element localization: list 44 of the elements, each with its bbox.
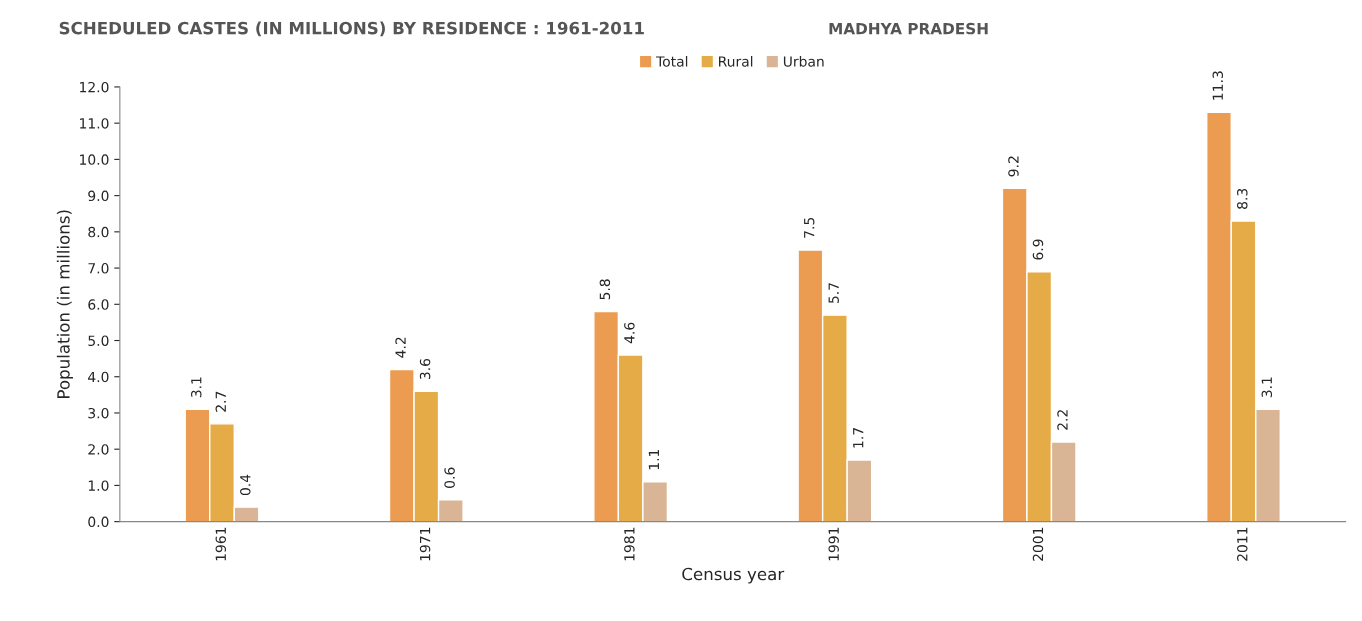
y-tick-label: 6.0 — [88, 299, 109, 310]
x-tick-label: 2001 — [1032, 527, 1044, 561]
y-tick-label: 3.0 — [88, 407, 109, 419]
chart-title: SCHEDULED CASTES (IN MILLIONS) BY RESIDENCE : 1961-2011 — [59, 21, 644, 37]
legend-label: Urban — [783, 55, 824, 67]
legend-label: Rural — [719, 55, 753, 67]
data-label: 4.6 — [624, 322, 635, 344]
x-tick-label: 2011 — [1237, 527, 1248, 561]
x-tick-label: 1961 — [215, 527, 227, 561]
y-axis-title: Population (in millions) — [56, 210, 73, 398]
data-label: 1.1 — [648, 449, 659, 470]
data-label: 2.2 — [1057, 410, 1068, 430]
data-label: 3.6 — [419, 358, 431, 380]
data-label: 3.1 — [1261, 377, 1273, 398]
legend-label: Total — [656, 55, 688, 67]
data-label: 9.2 — [1008, 156, 1019, 177]
chart-subtitle: MADHYA PRADESH — [829, 22, 988, 35]
x-axis-title: Census year — [682, 567, 785, 584]
y-tick-label: 1.0 — [88, 480, 109, 491]
data-label: 6.9 — [1032, 239, 1044, 260]
data-label: 7.5 — [804, 217, 815, 238]
y-tick-label: 10.0 — [80, 154, 109, 165]
y-tick-label: 0.0 — [88, 516, 109, 528]
x-tick-label: 1981 — [624, 527, 635, 561]
y-tick-label: 7.0 — [88, 263, 109, 274]
data-label: 0.6 — [444, 467, 455, 488]
data-label: 5.8 — [599, 279, 611, 300]
y-tick-label: 12.0 — [80, 81, 109, 93]
data-label: 3.1 — [191, 377, 202, 398]
y-tick-label: 11.0 — [80, 118, 109, 129]
data-label: 2.7 — [215, 391, 226, 412]
y-tick-label: 8.0 — [88, 226, 109, 238]
data-label: 5.7 — [828, 283, 839, 303]
x-tick-label: 1971 — [419, 527, 431, 561]
y-tick-label: 9.0 — [88, 190, 109, 202]
x-tick-label: 1991 — [828, 527, 839, 561]
y-tick-label: 5.0 — [88, 335, 109, 346]
data-label: 4.2 — [395, 337, 406, 358]
y-tick-label: 2.0 — [88, 444, 109, 455]
data-label: 0.4 — [240, 474, 251, 496]
data-label: 1.7 — [853, 428, 864, 448]
y-tick-label: 4.0 — [88, 371, 109, 383]
data-label: 11.3 — [1212, 71, 1224, 100]
data-label: 8.3 — [1237, 188, 1248, 209]
